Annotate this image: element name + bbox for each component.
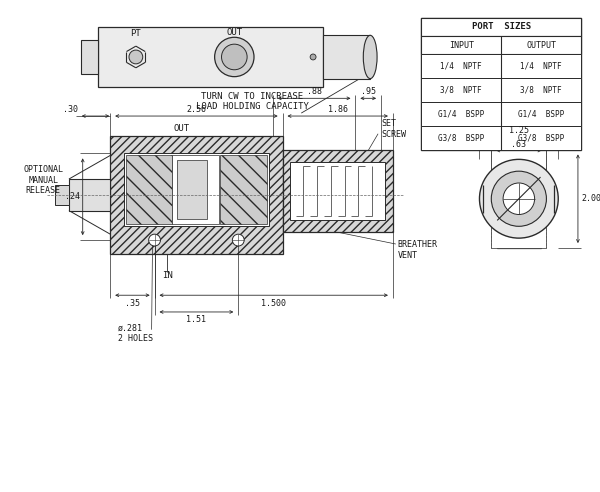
Text: .24: .24 bbox=[65, 192, 80, 201]
Circle shape bbox=[503, 183, 535, 215]
Circle shape bbox=[310, 54, 316, 60]
Circle shape bbox=[221, 44, 247, 70]
Bar bbox=[421, 18, 581, 36]
Text: IN: IN bbox=[162, 271, 173, 280]
Bar bbox=[55, 185, 69, 205]
Ellipse shape bbox=[363, 35, 377, 79]
Text: 3/8  NPTF: 3/8 NPTF bbox=[520, 86, 562, 94]
Circle shape bbox=[479, 159, 558, 238]
Text: .35: .35 bbox=[125, 299, 140, 308]
Text: PORT  SIZES: PORT SIZES bbox=[472, 23, 530, 31]
Bar bbox=[421, 102, 581, 126]
Text: SET
SCREW: SET SCREW bbox=[381, 119, 406, 139]
Text: INPUT: INPUT bbox=[449, 41, 474, 50]
Text: .30: .30 bbox=[64, 105, 79, 114]
Bar bbox=[491, 150, 547, 248]
Text: .63: .63 bbox=[511, 140, 526, 149]
Bar bbox=[421, 18, 581, 151]
Text: G1/4  BSPP: G1/4 BSPP bbox=[518, 110, 564, 119]
Bar bbox=[177, 160, 207, 219]
Bar bbox=[69, 179, 110, 211]
Text: 1.51: 1.51 bbox=[187, 315, 206, 324]
Text: .88: .88 bbox=[307, 87, 322, 96]
Bar bbox=[290, 162, 385, 220]
Circle shape bbox=[491, 171, 547, 226]
Bar bbox=[220, 155, 267, 224]
Text: BREATHER
VENT: BREATHER VENT bbox=[398, 240, 438, 260]
Bar bbox=[124, 154, 269, 226]
Text: TURN CW TO INCREASE: TURN CW TO INCREASE bbox=[201, 92, 303, 101]
Text: 2.56: 2.56 bbox=[187, 105, 206, 114]
Text: 1.86: 1.86 bbox=[328, 105, 348, 114]
Text: OUT: OUT bbox=[226, 28, 242, 37]
Circle shape bbox=[215, 37, 254, 77]
Text: OPTIONAL
MANUAL
RELEASE: OPTIONAL MANUAL RELEASE bbox=[23, 165, 64, 195]
Bar bbox=[126, 155, 172, 224]
Text: 1/4  NPTF: 1/4 NPTF bbox=[440, 62, 482, 70]
Text: 2.00: 2.00 bbox=[582, 194, 600, 203]
Bar bbox=[421, 36, 581, 54]
Bar bbox=[81, 40, 98, 74]
Text: .95: .95 bbox=[361, 87, 376, 96]
Circle shape bbox=[129, 50, 143, 64]
Text: G3/8  BSPP: G3/8 BSPP bbox=[438, 134, 484, 143]
Circle shape bbox=[149, 234, 160, 246]
Text: OUTPUT: OUTPUT bbox=[526, 41, 556, 50]
Text: PT: PT bbox=[130, 29, 141, 38]
Bar bbox=[172, 155, 218, 224]
Bar bbox=[421, 78, 581, 102]
Text: 1.25: 1.25 bbox=[509, 126, 529, 135]
Bar bbox=[98, 28, 323, 87]
Bar bbox=[421, 54, 581, 78]
Text: G3/8  BSPP: G3/8 BSPP bbox=[518, 134, 564, 143]
Bar bbox=[323, 35, 370, 79]
Bar bbox=[283, 151, 393, 232]
Text: 1.500: 1.500 bbox=[261, 299, 286, 308]
Bar bbox=[421, 126, 581, 151]
Text: OUT: OUT bbox=[173, 124, 190, 133]
Text: LOAD HOLDING CAPACITY: LOAD HOLDING CAPACITY bbox=[196, 102, 308, 111]
Text: ø.281
2 HOLES: ø.281 2 HOLES bbox=[118, 324, 153, 343]
Text: 3/8  NPTF: 3/8 NPTF bbox=[440, 86, 482, 94]
Bar bbox=[110, 136, 283, 254]
Text: G1/4  BSPP: G1/4 BSPP bbox=[438, 110, 484, 119]
Circle shape bbox=[232, 234, 244, 246]
Bar bbox=[497, 150, 541, 248]
Text: 1/4  NPTF: 1/4 NPTF bbox=[520, 62, 562, 70]
